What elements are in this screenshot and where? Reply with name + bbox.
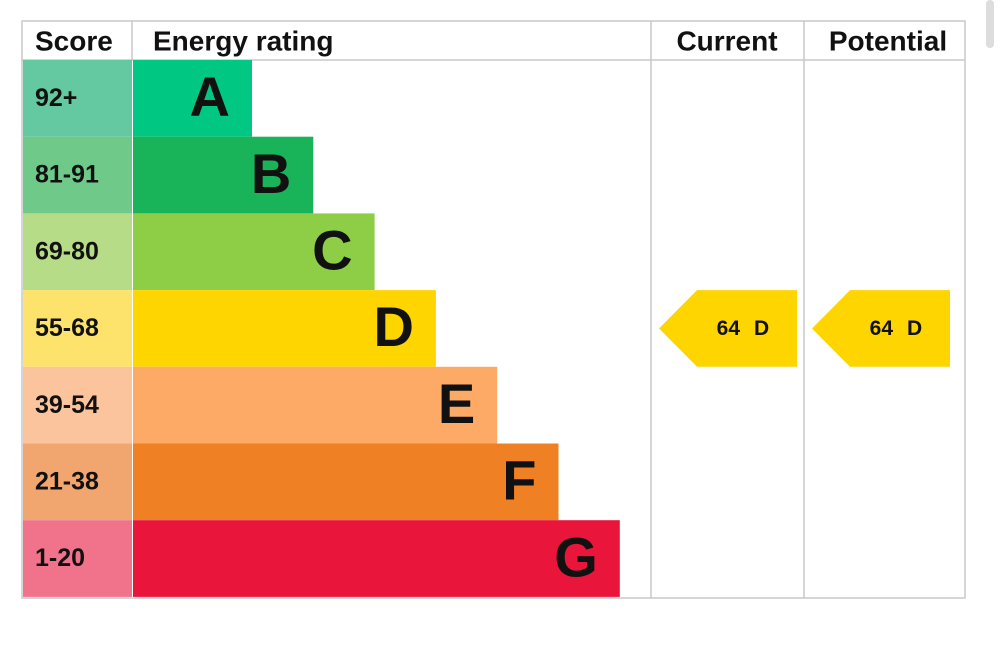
score-label: 21-38: [35, 467, 99, 495]
score-cell: [23, 136, 132, 214]
score-cell: [23, 60, 132, 137]
score-label: 39-54: [35, 391, 99, 419]
score-cell: [23, 366, 132, 444]
header-current: Current: [676, 25, 777, 56]
scrollbar: [986, 0, 994, 48]
potential-rating: D: [907, 317, 922, 340]
rating-letter: F: [502, 449, 536, 512]
score-cell: [23, 520, 132, 597]
potential-arrow: [812, 290, 950, 367]
header-potential: Potential: [829, 25, 947, 56]
rating-letter: G: [554, 525, 598, 588]
rating-bar: [133, 366, 498, 444]
rating-bar: [133, 213, 375, 291]
current-arrow: [659, 290, 797, 367]
rating-letter: E: [438, 372, 475, 435]
rating-letter: B: [251, 142, 291, 205]
rating-bar: [133, 443, 559, 521]
rating-bar: [133, 290, 436, 367]
score-label: 55-68: [35, 314, 99, 342]
score-label: 1-20: [35, 544, 85, 572]
current-rating: D: [754, 317, 769, 340]
rating-bar: [133, 520, 620, 597]
rating-bar: [133, 60, 252, 137]
score-label: 69-80: [35, 237, 99, 265]
rating-letter: C: [312, 219, 352, 282]
score-cell: [23, 443, 132, 521]
score-label: 92+: [35, 84, 77, 112]
score-cell: [23, 290, 132, 367]
current-value: 64: [717, 317, 741, 340]
header-rating: Energy rating: [153, 25, 333, 56]
score-cell: [23, 213, 132, 291]
rating-bar: [133, 136, 314, 214]
header-score: Score: [35, 25, 113, 56]
rating-letter: A: [190, 65, 230, 128]
potential-value: 64: [870, 317, 894, 340]
rating-letter: D: [373, 295, 413, 358]
score-label: 81-91: [35, 161, 99, 189]
